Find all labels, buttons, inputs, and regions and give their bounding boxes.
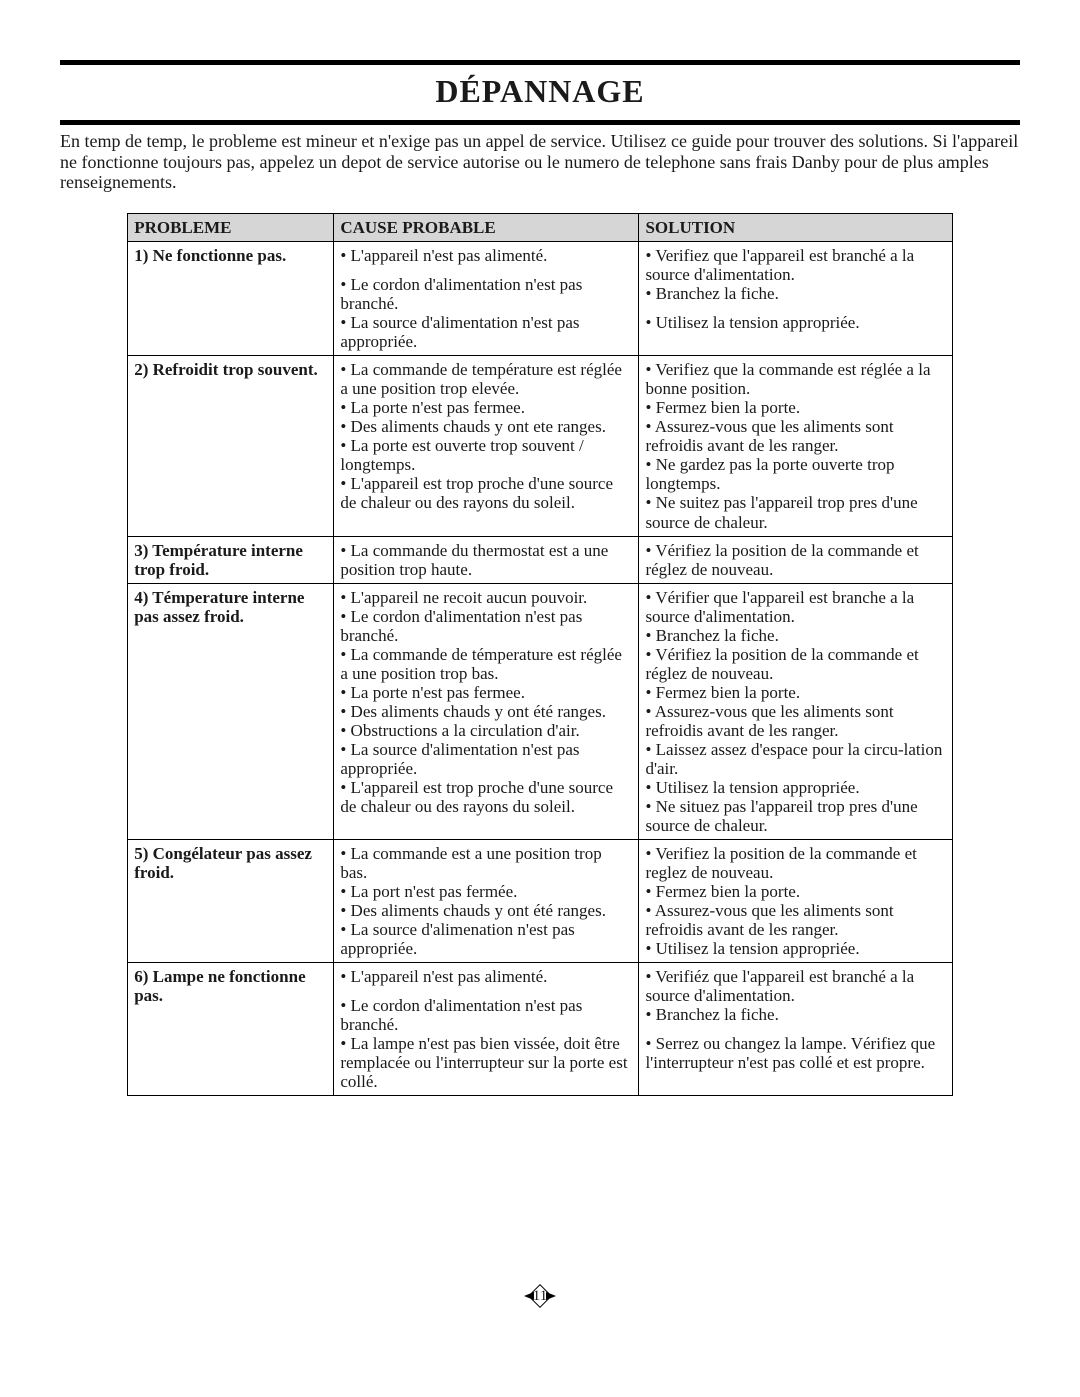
top-rule xyxy=(60,60,1020,65)
cell-solution: • Verifiez que l'appareil est branché a … xyxy=(639,242,952,356)
troubleshooting-table: PROBLEME CAUSE PROBABLE SOLUTION 1) Ne f… xyxy=(127,213,953,1096)
page-title: DÉPANNAGE xyxy=(60,73,1020,110)
cell-cause: • La commande de température est réglée … xyxy=(334,356,639,536)
cell-problem: 2) Refroidit trop souvent. xyxy=(128,356,334,536)
intro-paragraph: En temp de temp, le probleme est mineur … xyxy=(60,131,1020,193)
col-header-solution: SOLUTION xyxy=(639,214,952,242)
table-row: 6) Lampe ne fonctionne pas.• L'appareil … xyxy=(128,963,953,1096)
cell-solution: • Verifiez la position de la commande et… xyxy=(639,840,952,963)
page-number: 11 xyxy=(533,1288,547,1304)
cell-solution: • Vérifier que l'appareil est branche a … xyxy=(639,583,952,839)
col-header-problem: PROBLEME xyxy=(128,214,334,242)
page-number-wrap: 11 xyxy=(60,1276,1020,1316)
cell-solution: • Vérifiez la position de la commande et… xyxy=(639,536,952,583)
col-header-cause: CAUSE PROBABLE xyxy=(334,214,639,242)
table-body: 1) Ne fonctionne pas.• L'appareil n'est … xyxy=(128,242,953,1096)
table-row: 2) Refroidit trop souvent.• La commande … xyxy=(128,356,953,536)
table-row: 1) Ne fonctionne pas.• L'appareil n'est … xyxy=(128,242,953,356)
page-container: DÉPANNAGE En temp de temp, le probleme e… xyxy=(0,0,1080,1356)
cell-problem: 4) Témperature interne pas assez froid. xyxy=(128,583,334,839)
cell-cause: • La commande du thermostat est a une po… xyxy=(334,536,639,583)
page-number-ornament: 11 xyxy=(520,1276,560,1316)
cell-problem: 3) Température interne trop froid. xyxy=(128,536,334,583)
cell-cause: • La commande est a une position trop ba… xyxy=(334,840,639,963)
table-row: 3) Température interne trop froid.• La c… xyxy=(128,536,953,583)
cell-problem: 5) Congélateur pas assez froid. xyxy=(128,840,334,963)
cell-cause: • L'appareil n'est pas alimenté.• Le cor… xyxy=(334,963,639,1096)
cell-cause: • L'appareil ne recoit aucun pouvoir.• L… xyxy=(334,583,639,839)
cell-solution: • Verifiéz que l'appareil est branché a … xyxy=(639,963,952,1096)
cell-problem: 6) Lampe ne fonctionne pas. xyxy=(128,963,334,1096)
under-title-rule xyxy=(60,120,1020,125)
cell-solution: • Verifiez que la commande est réglée a … xyxy=(639,356,952,536)
table-row: 5) Congélateur pas assez froid.• La comm… xyxy=(128,840,953,963)
cell-cause: • L'appareil n'est pas alimenté.• Le cor… xyxy=(334,242,639,356)
table-row: 4) Témperature interne pas assez froid.•… xyxy=(128,583,953,839)
cell-problem: 1) Ne fonctionne pas. xyxy=(128,242,334,356)
